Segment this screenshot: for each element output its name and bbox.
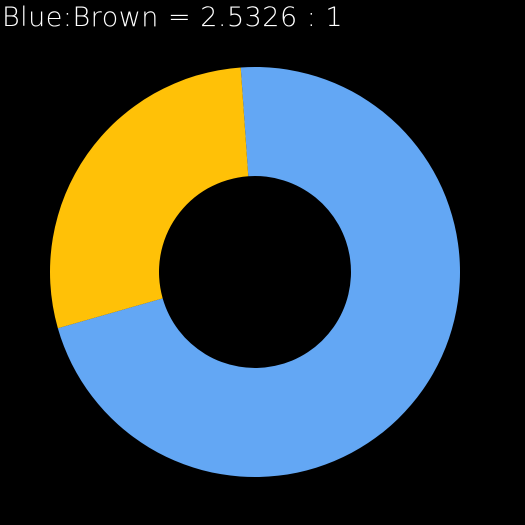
slice-brown [50, 67, 249, 329]
slice-blue [57, 67, 461, 478]
ratio-label: Blue:Brown = 2.5326 : 1 [2, 2, 344, 33]
